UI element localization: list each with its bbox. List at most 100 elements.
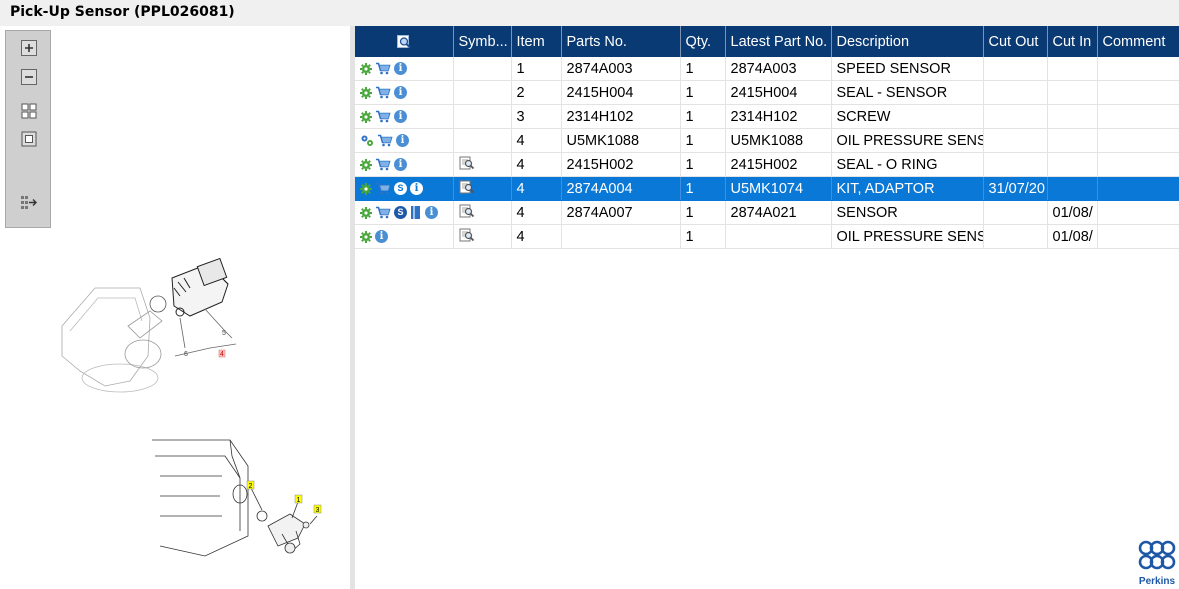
row-parts-no: U5MK1088 — [561, 128, 681, 153]
zoom-in-button[interactable] — [17, 37, 41, 59]
export-button[interactable] — [17, 191, 41, 213]
callout-4: 4 — [220, 351, 224, 358]
row-qty: 1 — [680, 176, 726, 201]
zoom-in-icon — [21, 40, 37, 56]
header-comment[interactable]: Comment — [1097, 26, 1179, 57]
row-cut-out — [983, 80, 1048, 105]
gear-icon[interactable] — [360, 230, 372, 243]
gear-icon[interactable] — [360, 86, 372, 99]
row-latest-part-no — [725, 224, 832, 249]
row-comment — [1097, 224, 1179, 249]
row-description: OIL PRESSURE SENSOR — [831, 128, 984, 153]
info-icon[interactable]: i — [394, 158, 407, 171]
cart-icon[interactable] — [375, 158, 391, 171]
book-icon[interactable] — [410, 205, 422, 220]
row-actions: i — [355, 152, 454, 177]
row-description: SCREW — [831, 104, 984, 129]
zoom-out-button[interactable] — [17, 66, 41, 88]
row-description: OIL PRESSURE SENSOR — [831, 224, 984, 249]
row-description: SENSOR — [831, 200, 984, 225]
info-icon[interactable]: i — [410, 182, 423, 195]
row-cut-out — [983, 152, 1048, 177]
header-cut-in[interactable]: Cut In — [1047, 26, 1098, 57]
info-icon[interactable]: i — [375, 230, 388, 243]
header-parts-no[interactable]: Parts No. — [561, 26, 681, 57]
row-symbols — [453, 224, 512, 249]
row-cut-out — [983, 224, 1048, 249]
perkins-logo-icon — [1138, 540, 1176, 570]
cart-icon[interactable] — [375, 62, 391, 75]
row-qty: 1 — [680, 57, 726, 81]
gear-icon[interactable] — [360, 206, 372, 219]
gear-icon[interactable] — [360, 110, 372, 123]
row-cut-in — [1047, 104, 1098, 129]
row-item: 4 — [511, 128, 562, 153]
row-symbols — [453, 128, 512, 153]
fit-page-icon — [21, 131, 37, 147]
header-latest-part-no[interactable]: Latest Part No. — [725, 26, 832, 57]
row-symbols — [453, 104, 512, 129]
cart-icon[interactable] — [377, 134, 393, 147]
row-item: 4 — [511, 176, 562, 201]
brand-name: Perkins — [1138, 576, 1176, 587]
diagram-pane[interactable]: 5 6 4 2 1 3 — [0, 26, 351, 589]
row-description: KIT, ADAPTOR — [831, 176, 984, 201]
row-comment — [1097, 80, 1179, 105]
info-icon[interactable]: i — [425, 206, 438, 219]
row-qty: 1 — [680, 128, 726, 153]
row-symbols — [453, 57, 512, 81]
row-comment — [1097, 128, 1179, 153]
row-cut-in — [1047, 152, 1098, 177]
view-illustration-icon[interactable] — [459, 156, 475, 170]
fit-page-button[interactable] — [17, 128, 41, 150]
header-description[interactable]: Description — [831, 26, 984, 57]
cart-icon[interactable] — [375, 86, 391, 99]
row-cut-out — [983, 128, 1048, 153]
row-cut-out — [983, 200, 1048, 225]
row-actions: i — [355, 104, 454, 129]
row-symbols — [453, 152, 512, 177]
gear-icon[interactable] — [360, 158, 372, 171]
s-icon[interactable]: S — [394, 206, 407, 219]
view-illustration-icon[interactable] — [459, 228, 475, 242]
info-icon[interactable]: i — [394, 110, 407, 123]
gear-icon[interactable] — [360, 62, 372, 75]
table-row[interactable]: i 2 2415H004 1 2415H004 SEAL - SENSOR — [355, 80, 1179, 105]
cart-icon[interactable] — [375, 182, 391, 195]
header-search[interactable] — [355, 26, 454, 57]
s-icon[interactable]: S — [394, 182, 407, 195]
row-description: SPEED SENSOR — [831, 57, 984, 81]
cart-icon[interactable] — [375, 206, 391, 219]
header-symbols[interactable]: Symb... — [453, 26, 512, 57]
table-row[interactable]: i 4 2415H002 1 2415H002 SEAL - O RING — [355, 152, 1179, 177]
row-item: 1 — [511, 57, 562, 81]
header-qty[interactable]: Qty. — [680, 26, 726, 57]
table-row[interactable]: i 4 1 OIL PRESSURE SENSOR 01/08/ — [355, 224, 1179, 249]
view-illustration-icon[interactable] — [459, 204, 475, 218]
row-actions: i — [355, 128, 454, 153]
pane-splitter[interactable] — [350, 26, 355, 589]
table-row[interactable]: i 3 2314H102 1 2314H102 SCREW — [355, 104, 1179, 129]
row-comment — [1097, 57, 1179, 81]
info-icon[interactable]: i — [394, 86, 407, 99]
info-icon[interactable]: i — [394, 62, 407, 75]
row-latest-part-no: 2415H004 — [725, 80, 832, 105]
cart-icon[interactable] — [375, 110, 391, 123]
header-cut-out[interactable]: Cut Out — [983, 26, 1048, 57]
row-cut-in — [1047, 176, 1098, 201]
export-icon — [21, 196, 37, 209]
fit-all-button[interactable] — [17, 100, 41, 122]
gears-icon[interactable] — [360, 134, 374, 147]
gear-icon[interactable] — [360, 182, 372, 195]
view-illustration-icon[interactable] — [459, 180, 475, 194]
info-icon[interactable]: i — [396, 134, 409, 147]
callout-3-box — [313, 504, 322, 514]
table-row[interactable]: i 1 2874A003 1 2874A003 SPEED SENSOR — [355, 57, 1179, 81]
row-item: 3 — [511, 104, 562, 129]
header-item[interactable]: Item — [511, 26, 562, 57]
row-qty: 1 — [680, 224, 726, 249]
table-header-row: Symb... Item Parts No. Qty. Latest Part … — [355, 26, 1179, 57]
